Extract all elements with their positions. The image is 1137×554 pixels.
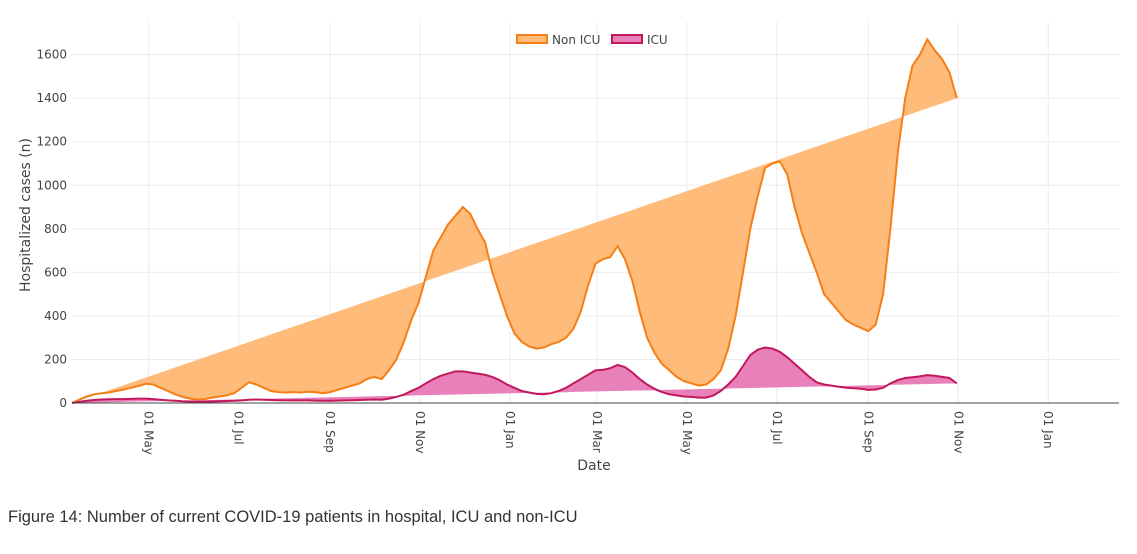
icu-area	[72, 347, 957, 403]
y-tick-label-7: 1400	[36, 91, 67, 105]
y-tick-label-3: 600	[44, 265, 67, 279]
y-tick-label-1: 200	[44, 352, 67, 366]
x-tick-label-9: 01 Nov	[951, 411, 965, 454]
x-tick-label-1: 01 Jul	[232, 411, 246, 445]
legend-swatch-icu	[611, 34, 643, 44]
x-tick-label-3: 01 Nov	[413, 411, 427, 454]
y-tick-label-0: 0	[59, 396, 67, 410]
x-tick-label-2: 01 Sep	[323, 411, 337, 453]
y-tick-label-2: 400	[44, 309, 67, 323]
y-tick-label-5: 1000	[36, 178, 67, 192]
legend[interactable]: Non ICU ICU	[516, 33, 668, 47]
x-tick-label-0: 01 May	[142, 411, 156, 455]
x-axis-title: Date	[577, 458, 610, 474]
x-tick-label-8: 01 Sep	[861, 411, 875, 453]
figure-caption: Figure 14: Number of current COVID-19 pa…	[8, 508, 578, 526]
y-tick-label-6: 1200	[36, 135, 67, 149]
y-tick-label-4: 800	[44, 222, 67, 236]
x-tick-label-10: 01 Jan	[1041, 411, 1055, 449]
x-tick-label-6: 01 May	[680, 411, 694, 455]
legend-label-icu: ICU	[647, 33, 668, 47]
x-tick-label-5: 01 Mar	[590, 411, 604, 453]
x-tick-label-4: 01 Jan	[503, 411, 517, 449]
icu-line	[71, 346, 958, 404]
y-axis-ticks: 0 200 400 600 800 1000 1200 1400 1600	[36, 48, 67, 410]
legend-item-non-icu[interactable]: Non ICU	[516, 33, 600, 47]
y-axis-title: Hospitalized cases (n)	[18, 138, 34, 292]
series-layer	[71, 37, 958, 404]
non-icu-line	[71, 37, 958, 404]
chart: 0 200 400 600 800 1000 1200 1400 1600 01 May 01 J…	[18, 22, 1119, 474]
legend-swatch-non-icu	[516, 34, 548, 44]
y-tick-label-8: 1600	[36, 48, 67, 62]
legend-label-non-icu: Non ICU	[552, 33, 600, 47]
x-axis-ticks: 01 May 01 Jul 01 Sep 01 Nov 01 Jan 01 Mar 01 M…	[142, 411, 1056, 455]
x-tick-label-7: 01 Jul	[770, 411, 784, 445]
legend-item-icu[interactable]: ICU	[611, 33, 668, 47]
